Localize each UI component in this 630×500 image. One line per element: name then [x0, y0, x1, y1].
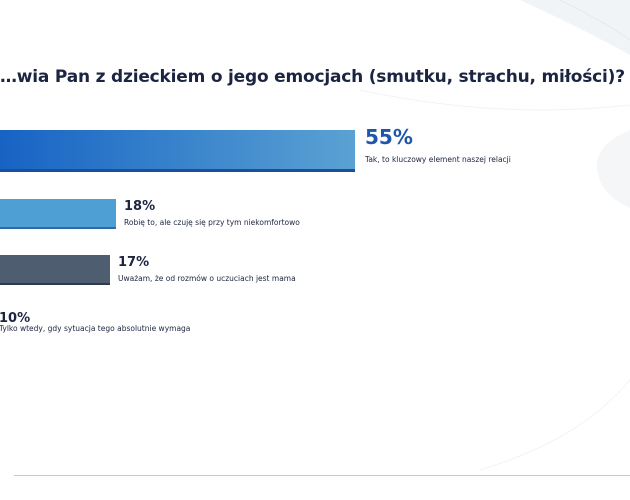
- bar-underline: [0, 169, 355, 172]
- value-label-3: 17%: [118, 255, 150, 270]
- bar-underline: [0, 227, 116, 229]
- footer-divider: [14, 475, 630, 476]
- bar-fill: [0, 199, 116, 227]
- value-label-1: 55%: [365, 125, 413, 149]
- bar-fill: [0, 255, 110, 283]
- value-label-4: 10%: [0, 311, 31, 326]
- bar-3: [0, 255, 110, 285]
- bar-underline: [0, 283, 110, 285]
- bar-1: [0, 130, 355, 172]
- value-label-2: 18%: [124, 199, 156, 214]
- category-label-4: Tylko wtedy, gdy sytuacja tego absolutni…: [0, 324, 191, 333]
- category-label-3: Uważam, że od rozmów o uczuciach jest ma…: [118, 274, 296, 283]
- category-label-1: Tak, to kluczowy element naszej relacji: [365, 155, 511, 164]
- bar-fill: [0, 130, 355, 169]
- question-title: …wia Pan z dzieckiem o jego emocjach (sm…: [0, 67, 625, 87]
- category-label-2: Robię to, ale czuję się przy tym niekomf…: [124, 218, 300, 227]
- bar-2: [0, 199, 116, 229]
